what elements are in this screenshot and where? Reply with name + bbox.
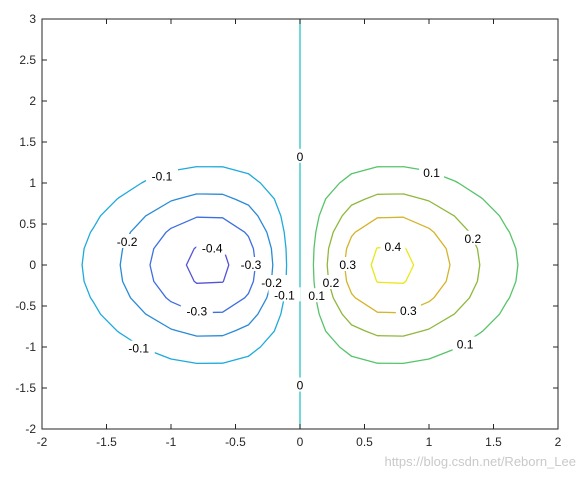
contour-label: 0.3 (400, 304, 417, 318)
y-tick-label: 3 (29, 12, 36, 26)
contour-label: -0.2 (117, 235, 138, 249)
contour-line-0.2 (326, 193, 481, 337)
y-tick-label: -1 (25, 340, 36, 354)
y-tick-label: -0.5 (15, 299, 36, 313)
contour-label: 0.1 (423, 166, 440, 180)
contour-label-bg (234, 257, 267, 271)
contour-label: 0.1 (457, 338, 474, 352)
contour-label-bg (318, 275, 344, 290)
x-tick-label: 0 (297, 435, 304, 449)
contour-label: 0.1 (308, 289, 325, 303)
contour-label: 0.4 (385, 240, 402, 254)
contour-label-bg (268, 287, 301, 302)
x-tick-label: -1.5 (96, 435, 117, 449)
contour-label: -0.3 (186, 305, 207, 319)
contour-label: -0.4 (202, 242, 223, 256)
contour-label-bg (335, 257, 361, 271)
contour-label-bg (180, 303, 213, 318)
contour-label-bg (294, 148, 306, 163)
y-tick-label: 0 (29, 258, 36, 272)
contour-label-bg (294, 377, 306, 392)
contour-label: -0.1 (128, 342, 149, 356)
y-tick-label: -1.5 (15, 381, 36, 395)
y-tick-label: 2 (29, 94, 36, 108)
contour-label-bg (304, 288, 330, 303)
y-tick-label: 1.5 (19, 135, 36, 149)
contour-label-bg (460, 230, 486, 245)
contour-label-bg (419, 165, 445, 180)
contour-label-bg (122, 340, 155, 355)
contour-label-bg (111, 234, 144, 249)
contour-label-bg (255, 275, 288, 290)
contour-label: -0.1 (274, 288, 295, 302)
contour-label-bg (196, 240, 229, 255)
y-tick-label: 1 (29, 176, 36, 190)
watermark: https://blog.csdn.net/Reborn_Lee (384, 454, 576, 469)
x-tick-label: -1 (166, 435, 177, 449)
contour-label: -0.2 (261, 276, 282, 290)
y-tick-label: 0.5 (19, 217, 36, 231)
contour-label: 0.3 (339, 258, 356, 272)
x-tick-label: -0.5 (225, 435, 246, 449)
contour-label-bg (380, 238, 406, 253)
contour-label-bg (145, 168, 178, 183)
x-tick-label: 1.5 (485, 435, 502, 449)
contour-label: 0 (297, 150, 304, 164)
y-tick-label: 2.5 (19, 53, 36, 67)
contour-label-bg (395, 302, 421, 317)
x-tick-label: 0.5 (356, 435, 373, 449)
y-tick-label: -2 (25, 422, 36, 436)
contour-label: 0.2 (323, 276, 340, 290)
contour-label: -0.1 (152, 169, 173, 183)
x-tick-label: 2 (555, 435, 562, 449)
x-tick-label: -2 (37, 435, 48, 449)
contour-label-bg (452, 336, 478, 351)
x-tick-label: 1 (426, 435, 433, 449)
contour-label: 0.2 (465, 232, 482, 246)
contour-line-neg0.2 (119, 193, 274, 337)
contour-label: -0.3 (241, 258, 262, 272)
contour-label: 0 (297, 379, 304, 393)
